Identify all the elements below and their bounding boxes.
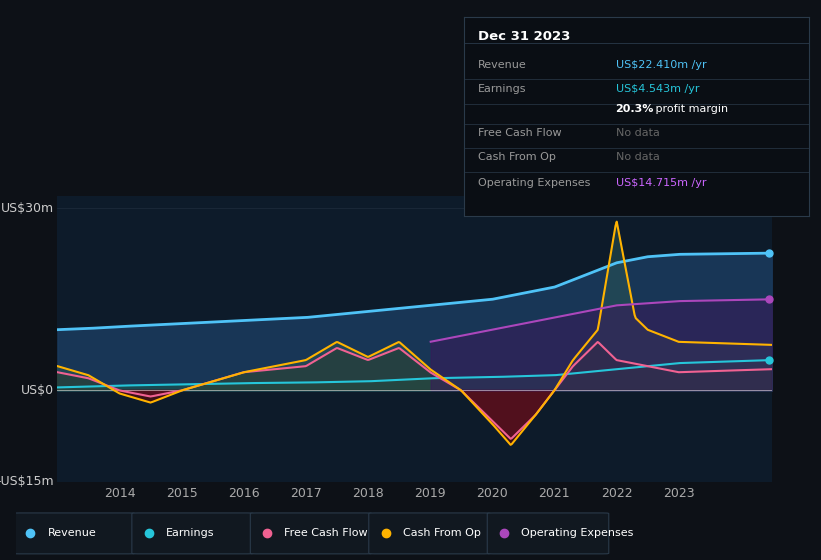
Text: Earnings: Earnings [166, 529, 214, 538]
Text: US$22.410m /yr: US$22.410m /yr [616, 59, 706, 69]
Text: 20.3%: 20.3% [616, 104, 654, 114]
Text: Dec 31 2023: Dec 31 2023 [478, 30, 570, 43]
Text: Operating Expenses: Operating Expenses [521, 529, 634, 538]
Text: US$14.715m /yr: US$14.715m /yr [616, 178, 706, 188]
Text: Revenue: Revenue [478, 59, 526, 69]
Text: profit margin: profit margin [652, 104, 728, 114]
Text: Operating Expenses: Operating Expenses [478, 178, 590, 188]
Text: US$30m: US$30m [1, 202, 54, 214]
Text: No data: No data [616, 152, 659, 162]
Text: Earnings: Earnings [478, 85, 526, 95]
Text: Revenue: Revenue [48, 529, 96, 538]
FancyBboxPatch shape [13, 513, 135, 554]
FancyBboxPatch shape [488, 513, 609, 554]
Text: Free Cash Flow: Free Cash Flow [478, 128, 562, 138]
Text: US$4.543m /yr: US$4.543m /yr [616, 85, 699, 95]
Text: US$0: US$0 [21, 384, 54, 397]
Text: -US$15m: -US$15m [0, 475, 54, 488]
FancyBboxPatch shape [250, 513, 372, 554]
Text: Cash From Op: Cash From Op [403, 529, 480, 538]
Text: No data: No data [616, 128, 659, 138]
Text: Free Cash Flow: Free Cash Flow [284, 529, 368, 538]
Text: Cash From Op: Cash From Op [478, 152, 556, 162]
FancyBboxPatch shape [132, 513, 254, 554]
FancyBboxPatch shape [369, 513, 490, 554]
